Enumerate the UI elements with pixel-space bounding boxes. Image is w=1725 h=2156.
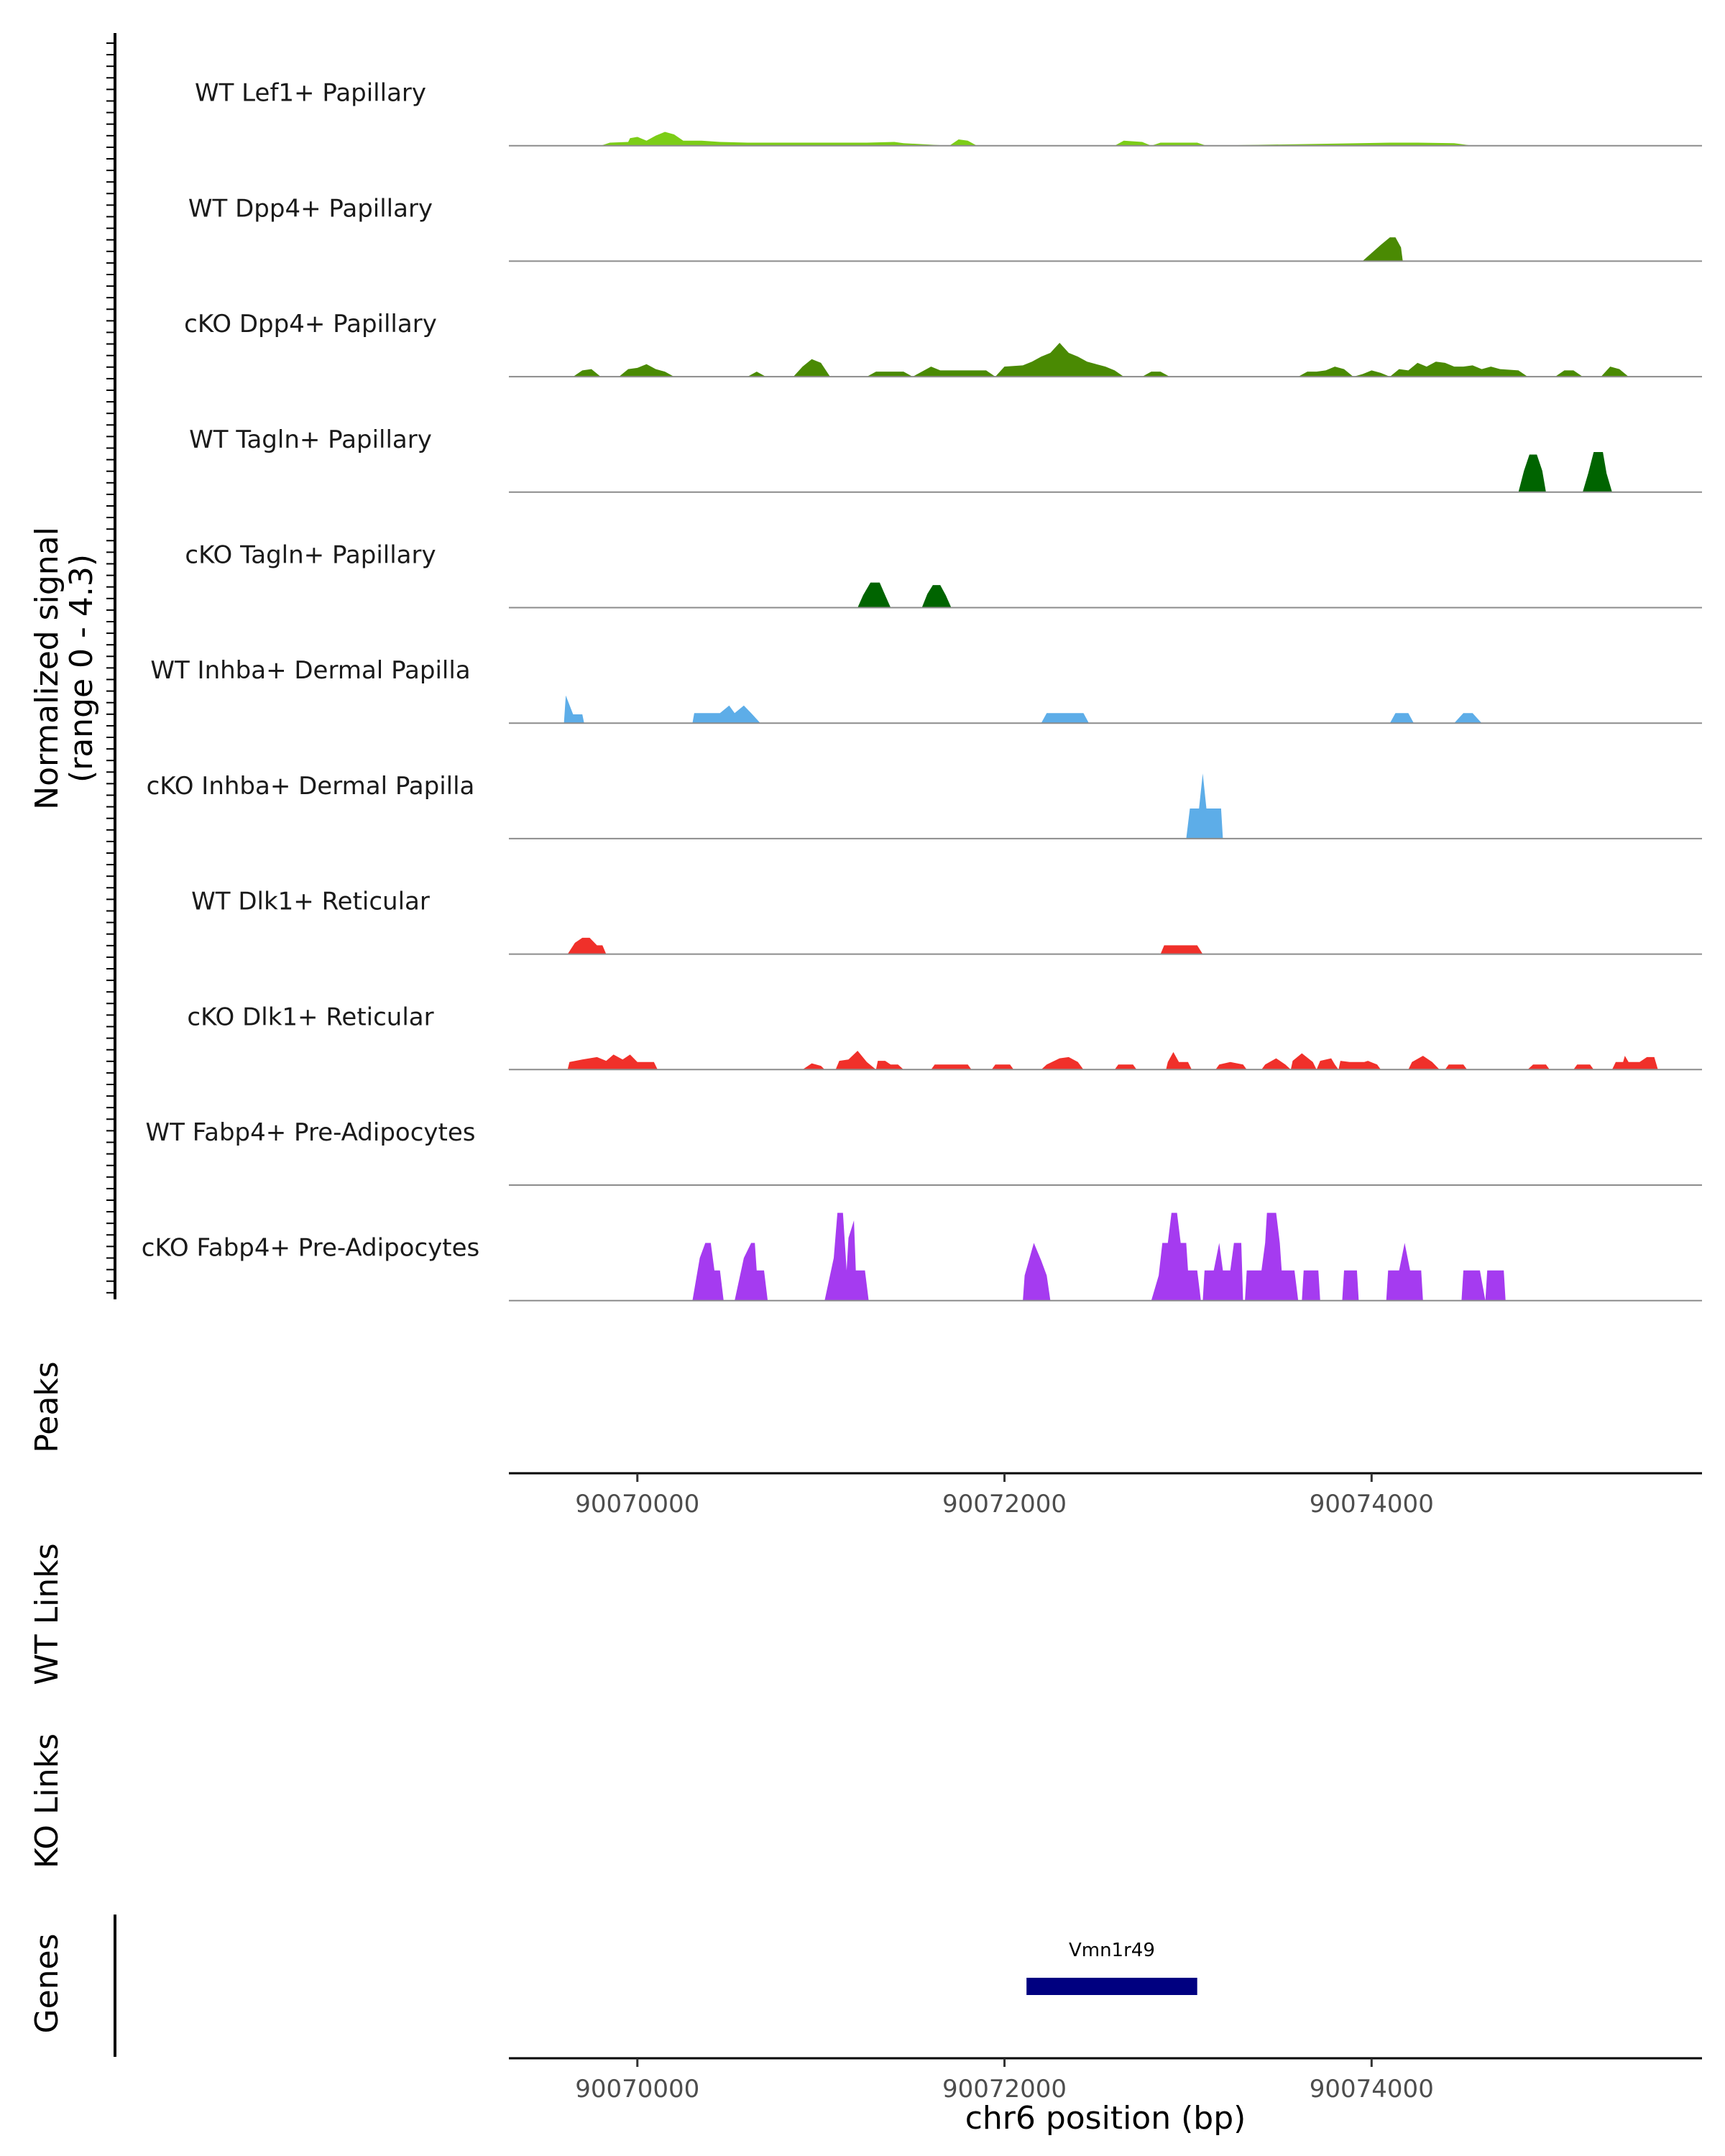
x-tick-label: 90074000 <box>1310 2075 1434 2104</box>
track-label: cKO Tagln+ Papillary <box>185 541 436 570</box>
track-wt-dlk1-reticular: WT Dlk1+ Reticular <box>191 888 1702 955</box>
track-wt-dpp4-papillary: WT Dpp4+ Papillary <box>188 194 1702 262</box>
x-tick-label: 90070000 <box>575 1490 699 1519</box>
track-label: WT Inhba+ Dermal Papilla <box>150 656 470 685</box>
track-label: WT Lef1+ Papillary <box>195 79 426 108</box>
track-label: WT Fabp4+ Pre-Adipocytes <box>146 1118 476 1147</box>
ko-links-track: KO Links <box>29 1733 65 1869</box>
coverage-area <box>692 1212 1506 1301</box>
track-cko-inhba-dermal-papilla: cKO Inhba+ Dermal Papilla <box>147 772 1702 839</box>
gene-label: Vmn1r49 <box>1069 1940 1155 1961</box>
track-label: cKO Fabp4+ Pre-Adipocytes <box>142 1234 480 1263</box>
track-wt-lef1-papillary: WT Lef1+ Papillary <box>195 79 1702 147</box>
track-label: cKO Dlk1+ Reticular <box>187 1003 433 1031</box>
track-cko-dpp4-papillary: cKO Dpp4+ Papillary <box>184 310 1702 378</box>
track-cko-fabp4-pre-adipocytes: cKO Fabp4+ Pre-Adipocytes <box>142 1212 1702 1302</box>
coverage-area <box>1362 237 1403 262</box>
track-wt-tagln-papillary: WT Tagln+ Papillary <box>189 425 1702 493</box>
x-tick-label: 90072000 <box>942 1490 1067 1519</box>
coverage-area <box>1518 452 1612 492</box>
coverage-area <box>600 132 1473 146</box>
track-cko-dlk1-reticular: cKO Dlk1+ Reticular <box>187 1003 1702 1071</box>
peaks-track: Peaks 90070000 90072000 90074000 <box>29 1361 1702 1519</box>
track-wt-inhba-dermal-papilla: WT Inhba+ Dermal Papilla <box>150 656 1702 724</box>
track-label: WT Tagln+ Papillary <box>189 425 432 454</box>
signal-axis: Normalized signal (range 0 - 4.3) <box>29 33 116 1299</box>
coverage-tracks: WT Lef1+ Papillary WT Dpp4+ Papillary cKO … <box>142 79 1702 1302</box>
wt-links-axis-title: WT Links <box>29 1543 65 1685</box>
signal-axis-ticks <box>106 42 115 1294</box>
coverage-area <box>1186 773 1223 839</box>
track-label: cKO Inhba+ Dermal Papilla <box>147 772 475 801</box>
coverage-area <box>573 343 1629 377</box>
genes-x-axis-ticks: 90070000 90072000 90074000 <box>575 2058 1434 2104</box>
signal-axis-title-line2: (range 0 - 4.3) <box>63 554 100 783</box>
wt-links-track: WT Links <box>29 1543 65 1685</box>
x-axis-title: chr6 position (bp) <box>965 2100 1246 2137</box>
track-label: cKO Dpp4+ Papillary <box>184 310 437 338</box>
track-cko-tagln-papillary: cKO Tagln+ Papillary <box>185 541 1702 609</box>
track-wt-fabp4-pre-adipocytes: WT Fabp4+ Pre-Adipocytes <box>146 1118 1702 1186</box>
coverage-area <box>564 695 1482 724</box>
coverage-area <box>567 1051 1658 1070</box>
peaks-axis-title: Peaks <box>29 1361 65 1452</box>
genes-track: Genes Vmn1r49 90070000 90072000 90074000 c… <box>29 1915 1702 2137</box>
track-label: WT Dlk1+ Reticular <box>191 888 430 916</box>
coverage-area <box>567 937 1203 954</box>
x-tick-label: 90074000 <box>1310 1490 1434 1519</box>
x-tick-label: 90072000 <box>942 2075 1067 2104</box>
ko-links-axis-title: KO Links <box>29 1733 65 1869</box>
peaks-x-axis-ticks: 90070000 90072000 90074000 <box>575 1473 1434 1519</box>
genes-axis-title: Genes <box>29 1933 65 2033</box>
track-label: WT Dpp4+ Papillary <box>188 194 433 223</box>
gene-body <box>1026 1978 1197 1995</box>
signal-axis-title-line1: Normalized signal <box>29 527 65 810</box>
x-tick-label: 90070000 <box>575 2075 699 2104</box>
coverage-area <box>857 582 952 608</box>
gene-models: Vmn1r49 <box>1026 1940 1197 1995</box>
